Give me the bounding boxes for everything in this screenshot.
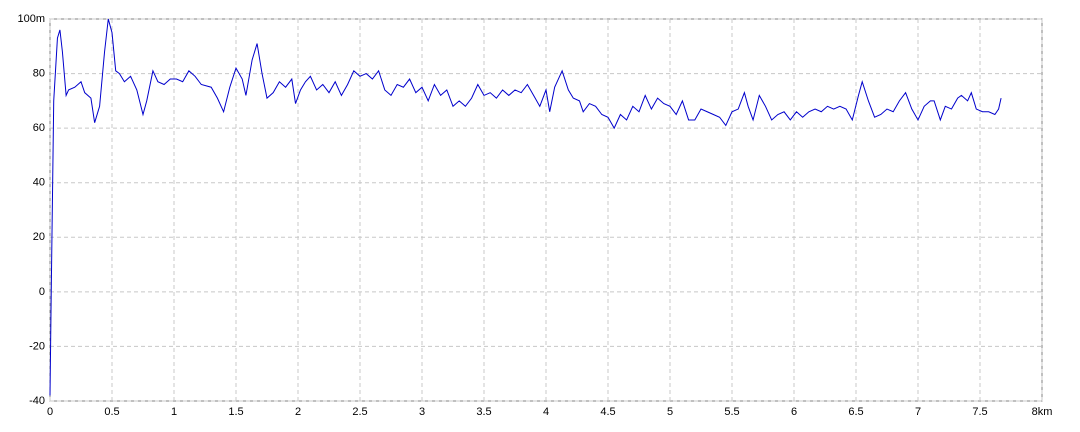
y-tick-label: -20	[29, 340, 45, 352]
y-tick-label: 80	[33, 67, 45, 79]
x-tick-label: 5	[667, 406, 673, 418]
x-tick-label: 4.5	[600, 406, 615, 418]
profile-line	[49, 18, 1002, 396]
y-tick-label: 20	[33, 231, 45, 243]
x-tick-label: 1.5	[228, 406, 243, 418]
x-tick-label: 2.5	[352, 406, 367, 418]
x-tick-label: 0	[47, 406, 53, 418]
y-tick-label: 60	[33, 122, 45, 134]
x-tick-label: 6	[791, 406, 797, 418]
y-tick-label: 40	[33, 177, 45, 189]
x-tick-label: 8km	[1032, 406, 1053, 418]
y-tick-label: 0	[39, 286, 45, 298]
x-tick-label: 1	[171, 406, 177, 418]
x-tick-label: 6.5	[848, 406, 863, 418]
x-tick-label: 5.5	[724, 406, 739, 418]
x-tick-label: 3	[419, 406, 425, 418]
x-tick-label: 2	[295, 406, 301, 418]
x-tick-label: 7.5	[972, 406, 987, 418]
y-tick-label: -40	[29, 395, 45, 407]
x-tick-label: 7	[915, 406, 921, 418]
x-tick-label: 3.5	[476, 406, 491, 418]
y-tick-label: 100m	[17, 13, 45, 25]
x-tick-label: 0.5	[104, 406, 119, 418]
x-tick-label: 4	[543, 406, 549, 418]
